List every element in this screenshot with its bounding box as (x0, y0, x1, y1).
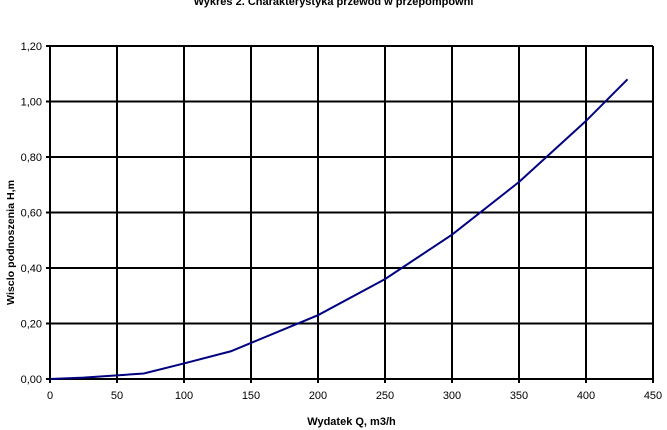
x-tick-label: 350 (510, 390, 528, 402)
y-tick-label: 1,00 (21, 97, 42, 109)
y-tick-label: 0,80 (21, 152, 42, 164)
x-tick-label: 100 (175, 390, 193, 402)
x-axis-label: Wydatek Q, m3/h (307, 416, 396, 428)
x-tick-label: 250 (376, 390, 394, 402)
y-tick-label: 0,00 (21, 374, 42, 386)
x-tick-label: 150 (242, 390, 260, 402)
x-tick-label: 450 (644, 390, 662, 402)
x-tick-label: 300 (443, 390, 461, 402)
y-tick-label: 1,20 (21, 41, 42, 53)
series-line (49, 78, 629, 380)
x-tick-label: 0 (47, 390, 53, 402)
x-tick-label: 400 (577, 390, 595, 402)
y-axis-label: Wisclo podnoszenia H,m (6, 180, 17, 305)
x-tick-label: 200 (309, 390, 327, 402)
x-tick-label: 50 (111, 390, 123, 402)
y-tick-label: 0,20 (21, 319, 42, 331)
chart-title: Wykres 2. Charakterystyka przewod w prze… (193, 0, 474, 8)
y-tick-label: 0,40 (21, 263, 42, 275)
y-tick-label: 0,60 (21, 208, 42, 220)
